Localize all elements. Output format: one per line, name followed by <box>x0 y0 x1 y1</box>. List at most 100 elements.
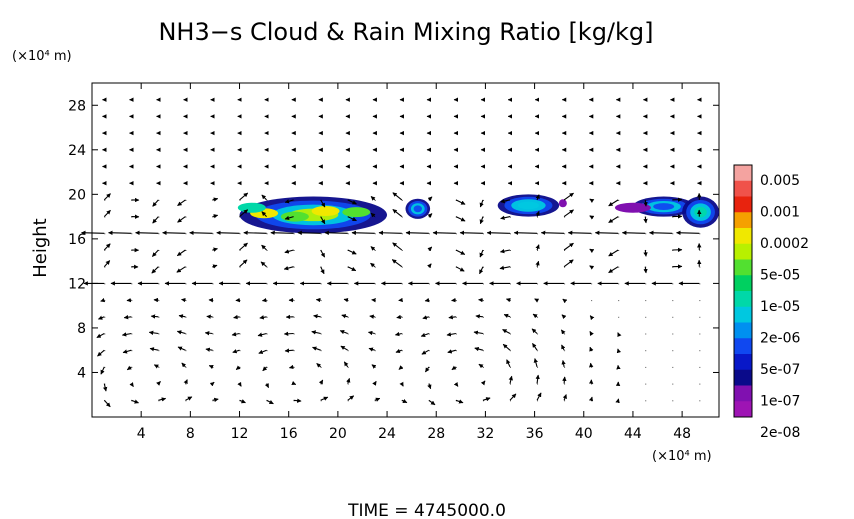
y-tick-label: 16 <box>68 232 86 248</box>
grid-dot <box>104 116 106 118</box>
grid-dot <box>482 316 484 318</box>
wind-arrow <box>478 363 484 369</box>
wind-arrow <box>455 249 466 255</box>
grid-dot <box>699 333 701 335</box>
grid-dot <box>239 216 241 218</box>
grid-dot <box>131 166 133 168</box>
cloud-region <box>614 202 651 213</box>
grid-dot <box>104 316 106 318</box>
grid-dot <box>645 133 647 135</box>
grid-dot <box>672 116 674 118</box>
wind-arrow <box>97 349 105 357</box>
wind-arrow <box>370 246 376 251</box>
grid-dot <box>428 350 430 352</box>
x-tick-label: 44 <box>624 426 642 442</box>
grid-dot <box>104 250 106 251</box>
grid-dot <box>131 366 133 368</box>
wind-arrow <box>534 298 540 303</box>
grid-dot <box>537 99 539 101</box>
grid-dot <box>212 183 214 185</box>
grid-dot <box>185 350 187 352</box>
grid-dot <box>699 233 701 235</box>
colorbar-label: 5e-07 <box>760 362 800 378</box>
y-tick-label: 12 <box>68 276 86 292</box>
grid-dot <box>212 350 214 352</box>
grid-dot <box>374 99 376 101</box>
wind-arrow <box>318 379 324 385</box>
grid-dot <box>591 183 593 185</box>
x-tick-label: 28 <box>427 426 445 442</box>
grid-dot <box>158 266 160 268</box>
grid-dot <box>374 400 376 402</box>
grid-dot <box>104 166 106 168</box>
wind-arrow <box>608 249 619 257</box>
grid-dot <box>401 333 403 335</box>
wind-arrow <box>475 314 484 319</box>
grid-dot <box>672 316 674 318</box>
grid-dot <box>591 99 593 101</box>
grid-dot <box>645 116 647 118</box>
wind-arrow <box>320 216 326 225</box>
grid-dot <box>591 216 593 218</box>
grid-dot <box>347 400 349 402</box>
x-tick-label: 20 <box>329 426 347 442</box>
wind-arrow <box>502 328 511 334</box>
wind-arrow <box>453 381 459 387</box>
grid-dot <box>374 350 376 352</box>
wind-arrow <box>284 215 294 221</box>
colorbar-swatch <box>734 259 752 276</box>
grid-dot <box>672 133 674 135</box>
grid-dot <box>374 133 376 135</box>
grid-dot <box>591 266 593 268</box>
grid-dot <box>239 350 241 352</box>
wind-arrow <box>340 345 349 351</box>
wind-arrow <box>643 199 648 207</box>
grid-dot <box>564 149 566 151</box>
grid-dot <box>212 99 214 101</box>
grid-dot <box>158 166 160 168</box>
time-footer: TIME = 4745000.0 <box>347 501 506 519</box>
grid-dot <box>482 233 484 235</box>
wind-arrow <box>589 315 595 321</box>
wind-arrow <box>427 213 433 218</box>
cloud-region <box>653 203 675 210</box>
grid-dot <box>482 250 484 251</box>
wind-arrow <box>372 380 377 386</box>
grid-dot <box>672 383 674 385</box>
wind-arrow <box>343 361 349 368</box>
wind-arrow <box>563 259 574 268</box>
grid-dot <box>320 99 322 101</box>
grid-dot <box>699 283 701 285</box>
grid-dot <box>347 316 349 318</box>
grid-dot <box>428 300 430 302</box>
grid-dot <box>645 316 647 318</box>
grid-dot <box>645 99 647 101</box>
wind-arrow <box>371 364 377 369</box>
grid-dot <box>672 333 674 335</box>
wind-arrow <box>506 359 511 368</box>
grid-dot <box>537 166 539 168</box>
grid-dot <box>645 233 647 235</box>
grid-dot <box>428 316 430 318</box>
grid-dot <box>158 99 160 101</box>
grid-dot <box>293 266 295 268</box>
wind-arrow <box>513 230 538 236</box>
wind-arrow <box>320 266 325 275</box>
wind-arrow <box>261 211 267 217</box>
plot-area <box>91 82 720 418</box>
wind-arrow <box>181 362 187 368</box>
wind-arrow <box>102 383 108 392</box>
wind-arrow <box>176 330 186 335</box>
grid-dot <box>455 133 457 135</box>
grid-dot <box>266 183 268 185</box>
plot-frame <box>91 82 720 418</box>
grid-dot <box>266 116 268 118</box>
grid-dot <box>482 216 484 218</box>
grid-dot <box>618 199 620 201</box>
grid-dot <box>591 383 593 385</box>
wind-arrow <box>131 399 139 404</box>
grid-dot <box>591 300 593 302</box>
grid-dot <box>482 199 484 201</box>
wind-arrow <box>152 199 159 207</box>
